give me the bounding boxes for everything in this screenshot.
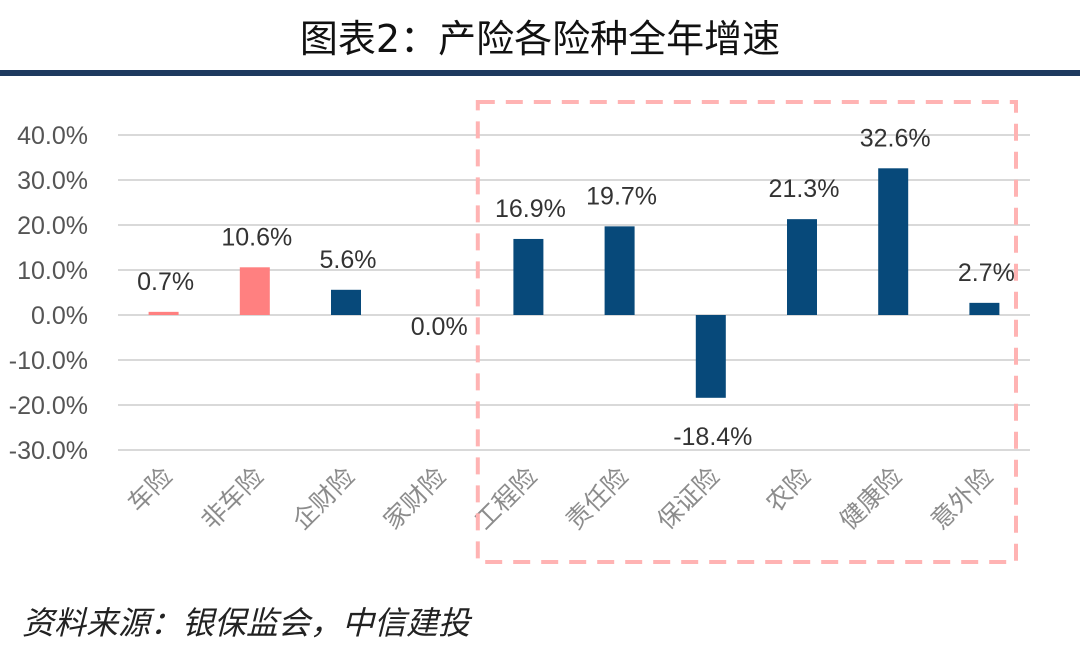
category-label: 农险 xyxy=(760,462,816,518)
category-label: 工程险 xyxy=(469,462,543,536)
y-tick-label: -10.0% xyxy=(9,347,88,375)
category-label: 健康险 xyxy=(834,462,908,536)
y-tick-label: -20.0% xyxy=(9,392,88,420)
category-label: 保证险 xyxy=(651,462,725,536)
category-label: 意外险 xyxy=(925,462,999,536)
category-label: 家财险 xyxy=(378,462,452,536)
category-label: 企财险 xyxy=(287,462,361,536)
bar xyxy=(148,311,179,315)
bar xyxy=(969,302,1000,315)
data-labels: 0.7% 10.6% 5.6% 0.0% 16.9% 19.7% -18.4% 21.3% 32… xyxy=(137,124,1015,451)
y-tick-label: 0.0% xyxy=(31,302,88,330)
bar xyxy=(695,315,726,398)
highlight-box xyxy=(475,100,1018,564)
bar xyxy=(878,168,909,315)
data-label: 32.6% xyxy=(860,124,931,152)
source-note: 资料来源：银保监会，中信建投 xyxy=(22,604,471,642)
bar-chart: 40.0% 30.0% 20.0% 10.0% 0.0% -10.0% -20.0% -30.… xyxy=(9,100,1030,564)
data-label: 19.7% xyxy=(586,182,657,210)
bar xyxy=(239,267,270,315)
category-label: 责任险 xyxy=(560,462,634,536)
data-label: 5.6% xyxy=(320,246,377,274)
chart-title: 图表2：产险各险种全年增速 xyxy=(299,17,781,61)
bar xyxy=(787,219,817,315)
y-tick-label: 40.0% xyxy=(17,122,88,150)
data-label: 0.7% xyxy=(137,268,194,296)
category-label: 非车险 xyxy=(195,462,269,536)
bar xyxy=(331,289,361,315)
y-tick-label: -30.0% xyxy=(9,437,88,465)
category-labels: 车险 非车险 企财险 家财险 工程险 责任险 保证险 农险 健康险 意外险 xyxy=(122,462,999,536)
bar xyxy=(513,238,544,315)
data-label: 16.9% xyxy=(495,195,566,223)
data-label: 21.3% xyxy=(769,175,840,203)
y-tick-label: 10.0% xyxy=(17,257,88,285)
data-label: 0.0% xyxy=(411,313,468,341)
bar xyxy=(604,226,635,315)
y-tick-label: 20.0% xyxy=(17,212,88,240)
title-rule xyxy=(0,70,1080,76)
data-label: -18.4% xyxy=(673,423,752,451)
y-tick-label: 30.0% xyxy=(17,167,88,195)
bars xyxy=(148,168,1000,398)
grid-lines xyxy=(118,134,1030,451)
y-axis-ticks: 40.0% 30.0% 20.0% 10.0% 0.0% -10.0% -20.0% -30.… xyxy=(9,122,88,465)
data-label: 2.7% xyxy=(958,259,1015,287)
category-label: 车险 xyxy=(122,462,178,518)
data-label: 10.6% xyxy=(221,223,292,251)
